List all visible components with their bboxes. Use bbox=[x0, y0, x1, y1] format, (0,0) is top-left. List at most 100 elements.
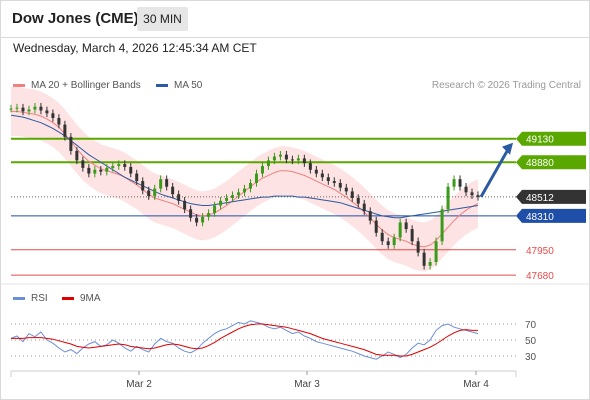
candle-body bbox=[386, 241, 390, 246]
candle-body bbox=[452, 179, 456, 187]
candle-body bbox=[374, 220, 378, 233]
level-label-47950: 47950 bbox=[526, 246, 554, 257]
level-tag-48880 bbox=[516, 155, 586, 170]
candle-body bbox=[21, 107, 25, 112]
candle-body bbox=[129, 166, 133, 174]
datetime-label: Wednesday, March 4, 2026 12:45:34 AM CET bbox=[13, 41, 257, 55]
candle-body bbox=[51, 113, 55, 118]
candle-body bbox=[254, 173, 258, 183]
candle-body bbox=[266, 160, 270, 166]
bollinger-band bbox=[11, 86, 478, 272]
candle-body bbox=[87, 167, 91, 174]
candle-body bbox=[225, 198, 229, 201]
ma9-swatch bbox=[62, 296, 74, 300]
level-label-48880: 48880 bbox=[526, 158, 554, 169]
candle-body bbox=[422, 252, 426, 266]
candle-body bbox=[308, 163, 312, 170]
candle-body bbox=[338, 182, 342, 188]
candle-body bbox=[476, 195, 480, 197]
candle-body bbox=[213, 205, 217, 214]
candle-body bbox=[440, 209, 444, 242]
header-divider bbox=[0, 37, 590, 38]
candle-body bbox=[344, 187, 348, 192]
legend-ma50: MA 50 bbox=[156, 80, 202, 91]
candle-body bbox=[237, 192, 241, 196]
candle-body bbox=[159, 179, 163, 189]
candle-body bbox=[45, 110, 49, 114]
candle-body bbox=[201, 216, 205, 223]
candle-body bbox=[207, 213, 211, 217]
candle-body bbox=[458, 179, 462, 187]
candle-body bbox=[404, 222, 408, 230]
candle-body bbox=[416, 241, 420, 253]
candle-body bbox=[93, 169, 97, 174]
candle-body bbox=[141, 181, 145, 191]
candle-body bbox=[27, 109, 31, 112]
rsi-tick-30: 30 bbox=[525, 352, 537, 363]
forecast-arrow-shaft bbox=[479, 146, 511, 198]
candle-body bbox=[356, 198, 360, 204]
candle-body bbox=[33, 106, 37, 110]
legend-ma20-label: MA 20 + Bollinger Bands bbox=[31, 80, 141, 91]
candle-body bbox=[111, 166, 115, 168]
rsi-line bbox=[10, 320, 479, 360]
candle-body bbox=[57, 118, 61, 125]
candle-body bbox=[147, 190, 151, 197]
candle-body bbox=[332, 181, 336, 183]
candle-body bbox=[284, 154, 288, 160]
candle-body bbox=[320, 173, 324, 178]
level-label-49130: 49130 bbox=[526, 135, 554, 146]
title-bar: Dow Jones (CME) 30 MIN bbox=[0, 0, 590, 38]
candle-body bbox=[446, 186, 450, 210]
timeframe-badge[interactable]: 30 MIN bbox=[137, 7, 188, 31]
candle-body bbox=[135, 173, 139, 182]
candle-body bbox=[195, 217, 199, 223]
research-credit: Research © 2026 Trading Central bbox=[431, 80, 581, 91]
candle-body bbox=[39, 106, 43, 111]
candle-body bbox=[9, 108, 13, 110]
candle-body bbox=[248, 182, 252, 189]
candle-body bbox=[260, 166, 264, 174]
ma50-line bbox=[10, 114, 479, 219]
candle-body bbox=[63, 124, 67, 137]
candle-body bbox=[69, 136, 73, 151]
x-tick-label-2: Mar 4 bbox=[463, 379, 489, 390]
candle-body bbox=[183, 200, 187, 210]
legend-rsi: RSI bbox=[13, 293, 48, 304]
candle-body bbox=[428, 262, 432, 266]
level-label-48310: 48310 bbox=[526, 212, 554, 223]
candle-body bbox=[219, 200, 223, 206]
candle-body bbox=[380, 232, 384, 242]
candle-body bbox=[189, 209, 193, 218]
candle-body bbox=[296, 158, 300, 161]
instrument-title: Dow Jones (CME) bbox=[12, 10, 139, 27]
rsi-tick-50: 50 bbox=[525, 336, 537, 347]
candle-body bbox=[398, 222, 402, 238]
candle-body bbox=[362, 203, 366, 212]
level-tag-48512 bbox=[516, 189, 586, 204]
legend-ma20: MA 20 + Bollinger Bands bbox=[13, 80, 141, 91]
candle-body bbox=[392, 237, 396, 246]
candle-body bbox=[278, 154, 282, 157]
candle-body bbox=[272, 156, 276, 161]
candle-body bbox=[99, 169, 103, 172]
ma50-swatch bbox=[156, 83, 168, 87]
rsi-ma-line bbox=[11, 323, 478, 357]
candle-body bbox=[243, 188, 246, 193]
candle-body bbox=[470, 192, 474, 196]
candle-body bbox=[231, 195, 235, 198]
candle-body bbox=[153, 188, 157, 197]
level-tag-49130 bbox=[516, 131, 586, 146]
rsi-swatch bbox=[13, 296, 25, 300]
candle-body bbox=[326, 177, 330, 182]
candle-body bbox=[177, 194, 181, 201]
level-label-47680: 47680 bbox=[526, 271, 554, 282]
candle-body bbox=[171, 186, 175, 195]
x-tick-label-0: Mar 2 bbox=[126, 379, 152, 390]
legend-9ma: 9MA bbox=[62, 293, 101, 304]
candle-body bbox=[81, 160, 85, 168]
candle-body bbox=[290, 159, 294, 161]
forecast-arrow-head bbox=[502, 142, 513, 155]
legend-ma50-label: MA 50 bbox=[174, 80, 203, 91]
candle-body bbox=[165, 179, 169, 187]
